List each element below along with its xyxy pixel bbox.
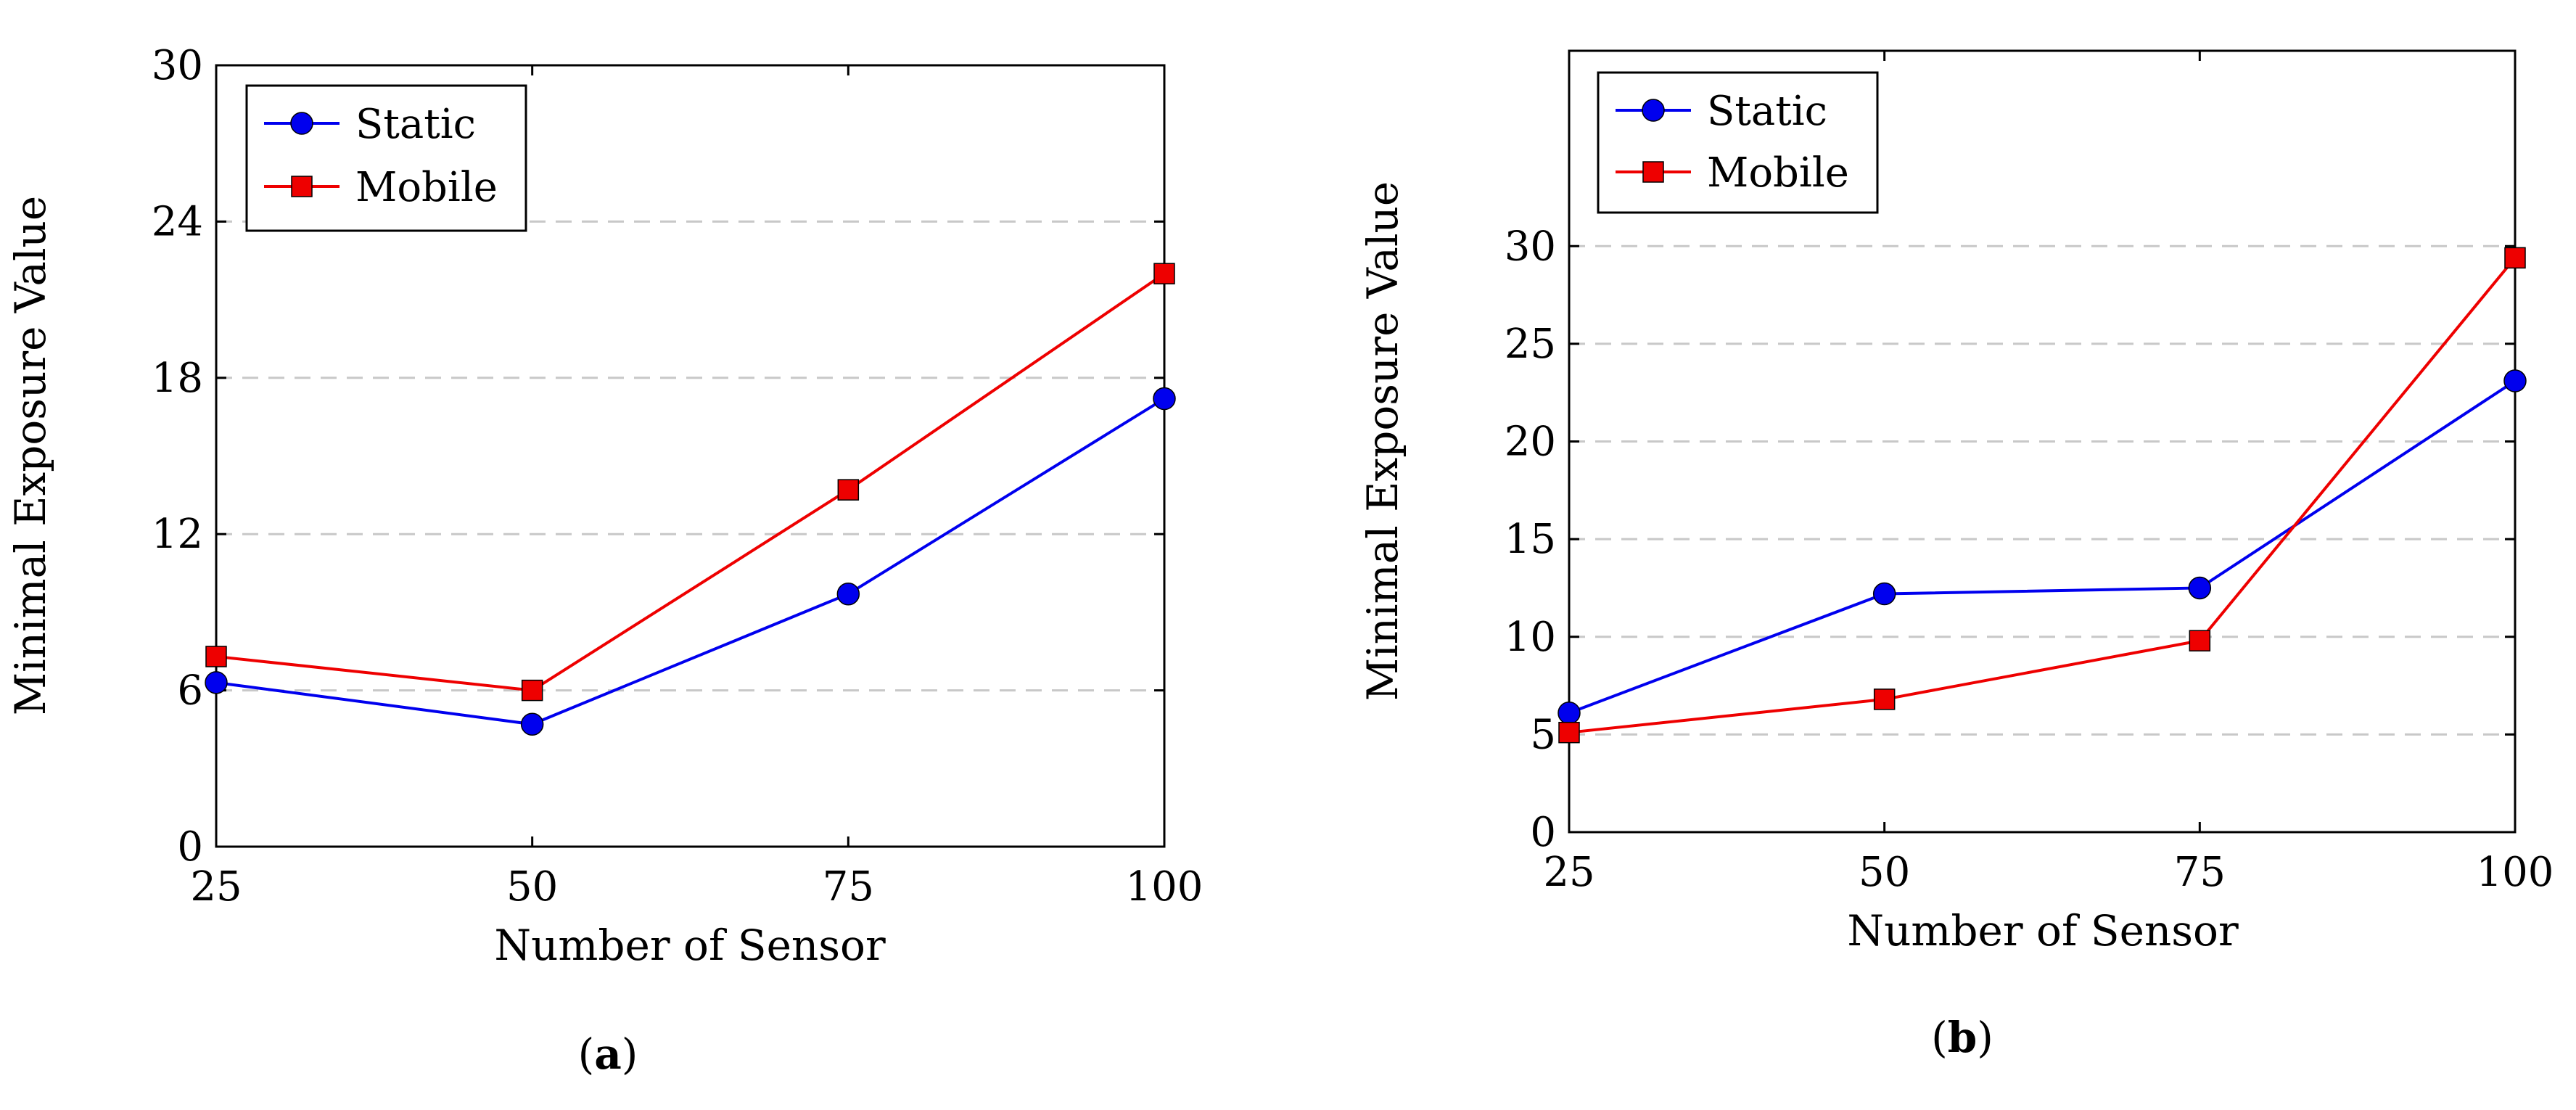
point-mobile [2189, 630, 2211, 651]
x-tick-label: 75 [2174, 849, 2226, 896]
y-tick-label: 6 [177, 667, 203, 715]
point-static [205, 671, 228, 694]
point-static [1872, 582, 1896, 606]
point-mobile [521, 679, 543, 702]
legend-label-static: Static [1707, 88, 1827, 135]
x-tick-label: 50 [1859, 849, 1910, 896]
x-tick-label: 100 [2477, 849, 2554, 896]
x-axis-label: Number of Sensor [1847, 906, 2239, 955]
y-tick-label: 0 [1530, 809, 1556, 856]
legend-marker-mobile [291, 176, 313, 197]
legend-marker-static [290, 112, 313, 135]
y-tick-label: 24 [152, 198, 203, 245]
legend-box [1597, 71, 1879, 214]
legend-marker-static [1642, 99, 1665, 122]
point-static [2188, 576, 2212, 600]
y-axis-label: Minimal Exposure Value [6, 196, 55, 715]
point-mobile [837, 479, 860, 501]
legend: Static Mobile [1597, 71, 1879, 214]
legend-label-mobile: Mobile [1707, 149, 1849, 197]
legend-box [245, 84, 527, 232]
point-static [1153, 387, 1176, 411]
y-tick-label: 18 [152, 355, 203, 402]
chart-b: 0 5 10 15 20 25 30 25 50 75 100 Static Mobile Minimal… [1358, 49, 2554, 1062]
point-static [836, 583, 860, 606]
point-static [1557, 702, 1581, 725]
x-tick-label: 100 [1126, 863, 1203, 910]
legend-label-mobile: Mobile [355, 164, 498, 211]
point-mobile [1873, 688, 1896, 710]
y-tick-label: 0 [177, 823, 203, 871]
y-tick-label: 30 [152, 42, 203, 89]
x-axis-label: Number of Sensor [494, 921, 886, 970]
point-mobile [1558, 721, 1580, 744]
series-line-mobile [215, 272, 1166, 692]
panel-caption: (a) [578, 1029, 638, 1079]
y-tick-label: 30 [1505, 223, 1556, 270]
legend-label-static: Static [355, 101, 476, 148]
chart-a: 0 6 12 18 24 30 25 50 75 100 Static Mobile Minimal E… [6, 42, 1203, 1079]
legend: Static Mobile [245, 84, 527, 232]
y-tick-label: 5 [1530, 711, 1556, 758]
series-line-static [215, 397, 1166, 726]
y-axis-label: Minimal Exposure Value [1358, 181, 1407, 701]
panel-caption: (b) [1931, 1013, 1993, 1062]
y-tick-label: 25 [1505, 321, 1556, 368]
series-line-static [1568, 379, 2517, 715]
point-static [2503, 369, 2527, 392]
point-mobile [205, 646, 227, 667]
plot-frame [215, 64, 1166, 848]
x-tick-label: 75 [823, 863, 874, 910]
point-mobile [1153, 263, 1175, 284]
y-tick-label: 20 [1505, 419, 1556, 466]
y-tick-label: 15 [1505, 516, 1556, 563]
y-tick-label: 10 [1505, 614, 1556, 661]
point-static [520, 712, 544, 736]
x-tick-label: 25 [190, 863, 242, 910]
point-mobile [2504, 247, 2526, 269]
y-tick-label: 12 [152, 511, 203, 558]
legend-marker-mobile [1642, 161, 1664, 183]
x-tick-label: 25 [1543, 849, 1594, 896]
x-tick-label: 50 [506, 863, 558, 910]
series-line-mobile [1568, 257, 2517, 734]
